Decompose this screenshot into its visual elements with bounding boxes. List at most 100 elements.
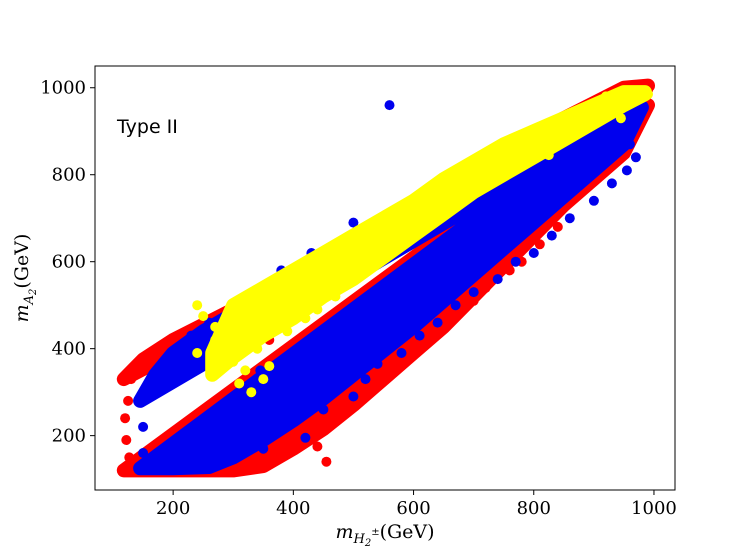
series-2 bbox=[192, 85, 653, 398]
data-point bbox=[330, 411, 341, 422]
data-point bbox=[216, 361, 227, 372]
data-point bbox=[252, 343, 263, 354]
data-point bbox=[384, 239, 395, 250]
data-point bbox=[348, 261, 359, 271]
data-point bbox=[348, 217, 359, 228]
data-point bbox=[258, 374, 269, 385]
data-point bbox=[198, 311, 209, 322]
data-point bbox=[390, 361, 401, 372]
data-point bbox=[534, 139, 545, 150]
data-point bbox=[240, 365, 251, 376]
series-layer bbox=[116, 78, 655, 478]
data-point bbox=[255, 365, 266, 376]
y-tick-label: 200 bbox=[52, 426, 86, 447]
data-point bbox=[120, 413, 131, 424]
data-point bbox=[336, 274, 347, 285]
data-point bbox=[321, 456, 332, 467]
data-point bbox=[438, 204, 449, 215]
y-tick-label: 1000 bbox=[40, 78, 86, 99]
data-point bbox=[630, 89, 641, 100]
data-point bbox=[126, 374, 137, 385]
data-point bbox=[300, 432, 311, 443]
data-point bbox=[643, 89, 653, 100]
data-point bbox=[552, 221, 563, 232]
x-tick-label: 1000 bbox=[631, 498, 677, 519]
data-point bbox=[288, 352, 299, 363]
data-point bbox=[234, 339, 245, 350]
annotation-label: Type II bbox=[116, 116, 178, 138]
data-point bbox=[534, 239, 545, 250]
data-point bbox=[552, 126, 563, 137]
data-point bbox=[192, 348, 203, 358]
data-point bbox=[210, 335, 221, 345]
data-point bbox=[468, 178, 479, 189]
data-point bbox=[192, 300, 203, 311]
data-point bbox=[228, 313, 239, 324]
y-axis: 200 400 600 800 1000 bbox=[40, 78, 95, 447]
x-tick-label: 400 bbox=[276, 498, 310, 519]
data-point bbox=[624, 139, 635, 150]
data-point bbox=[420, 213, 431, 224]
data-point bbox=[121, 435, 132, 445]
data-point bbox=[366, 252, 377, 263]
data-point bbox=[588, 104, 599, 115]
data-point bbox=[228, 356, 239, 367]
data-point bbox=[318, 404, 329, 415]
data-point bbox=[615, 113, 626, 124]
data-point bbox=[432, 317, 443, 328]
data-point bbox=[615, 126, 626, 137]
x-tick-label: 200 bbox=[156, 498, 190, 519]
data-point bbox=[504, 156, 515, 167]
data-point bbox=[444, 308, 455, 319]
data-point bbox=[138, 421, 149, 432]
data-point bbox=[210, 321, 221, 332]
data-point bbox=[480, 169, 491, 180]
data-point bbox=[480, 282, 491, 293]
data-point bbox=[633, 113, 644, 124]
data-point bbox=[408, 226, 419, 237]
data-point bbox=[330, 291, 341, 302]
data-point bbox=[396, 348, 407, 358]
y-tick-label: 800 bbox=[52, 165, 86, 186]
data-point bbox=[123, 395, 134, 406]
data-point bbox=[327, 382, 338, 393]
y-axis-label: mA2(GeV) bbox=[11, 234, 39, 323]
data-point bbox=[246, 387, 257, 398]
data-point bbox=[468, 295, 479, 306]
data-point bbox=[588, 195, 599, 206]
plot-frame bbox=[94, 65, 676, 491]
data-point bbox=[621, 165, 632, 176]
data-point bbox=[276, 415, 287, 426]
data-point bbox=[606, 178, 617, 189]
data-point bbox=[543, 150, 554, 161]
data-point bbox=[222, 326, 233, 337]
data-point bbox=[618, 87, 629, 98]
data-point bbox=[600, 91, 611, 102]
data-point bbox=[312, 441, 323, 452]
data-point bbox=[186, 330, 197, 341]
data-point bbox=[516, 148, 527, 158]
data-point bbox=[492, 274, 503, 285]
data-point bbox=[372, 358, 383, 369]
y-tick-label: 600 bbox=[52, 252, 86, 273]
data-point bbox=[282, 326, 293, 337]
data-point bbox=[276, 448, 287, 458]
data-point bbox=[384, 100, 395, 111]
data-point bbox=[258, 443, 269, 454]
data-point bbox=[570, 113, 581, 124]
data-point bbox=[348, 391, 359, 402]
data-point bbox=[528, 248, 539, 258]
x-axis-label: mH2±(GeV) bbox=[335, 521, 434, 549]
data-point bbox=[450, 300, 461, 311]
data-point bbox=[546, 230, 557, 241]
data-point bbox=[630, 152, 641, 163]
data-point bbox=[414, 330, 425, 341]
data-point bbox=[285, 437, 296, 448]
data-point bbox=[468, 287, 479, 298]
data-point bbox=[360, 374, 371, 385]
data-point bbox=[510, 256, 521, 267]
data-point bbox=[378, 374, 389, 385]
y-tick-label: 400 bbox=[52, 339, 86, 360]
x-tick-label: 600 bbox=[396, 498, 430, 519]
